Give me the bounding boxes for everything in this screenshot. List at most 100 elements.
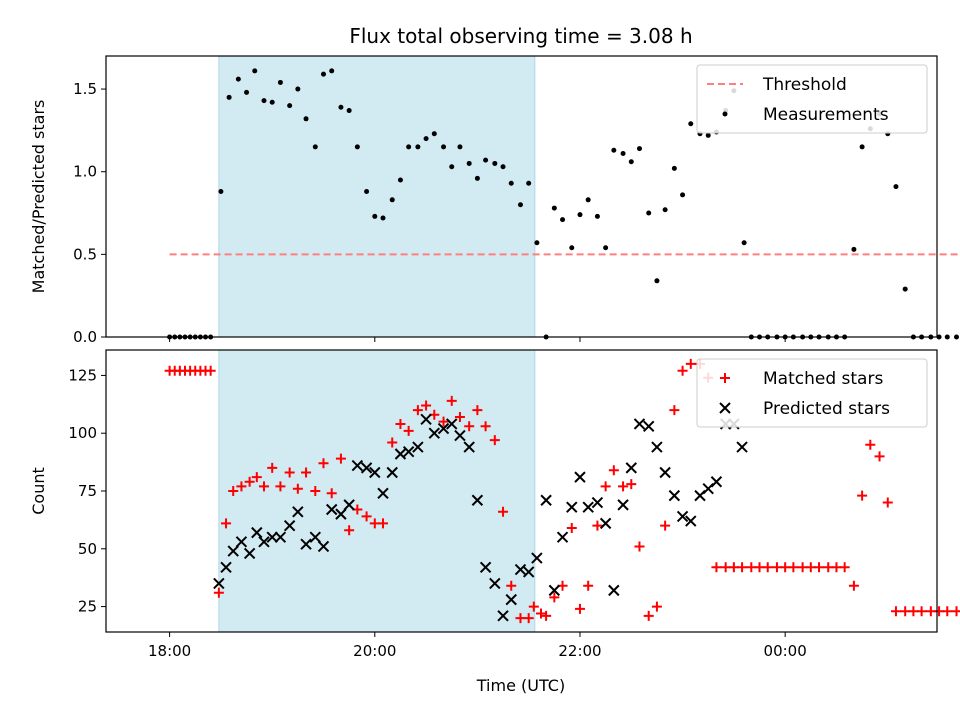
legend: Matched stars Predicted stars xyxy=(696,358,928,428)
legend-label: Predicted stars xyxy=(763,399,890,419)
legend-entry: Threshold xyxy=(707,75,847,95)
data-point xyxy=(508,180,514,186)
data-point xyxy=(680,192,686,198)
data-point xyxy=(566,522,577,533)
series-predicted-stars xyxy=(213,413,748,622)
data-point xyxy=(378,518,388,529)
data-point xyxy=(916,606,927,617)
data-point xyxy=(351,459,364,472)
data-point xyxy=(251,526,263,539)
data-point xyxy=(335,508,347,520)
data-point xyxy=(498,506,509,517)
data-point xyxy=(277,79,283,85)
data-point xyxy=(244,89,250,95)
data-point xyxy=(591,496,604,509)
data-point xyxy=(736,441,748,453)
data-point xyxy=(626,479,637,490)
data-point xyxy=(560,217,566,223)
data-point xyxy=(685,358,696,369)
data-point xyxy=(235,536,248,548)
y-tick-label: 1.5 xyxy=(73,80,97,98)
data-point xyxy=(551,205,557,211)
data-point xyxy=(449,164,455,170)
observing-span xyxy=(218,55,536,338)
data-point xyxy=(377,487,389,500)
data-point xyxy=(226,94,232,100)
count-panel: 25507510012518:0020:0022:0000:0002:0004:… xyxy=(29,349,960,660)
data-point xyxy=(676,510,689,523)
data-point xyxy=(646,210,652,216)
data-point xyxy=(301,467,312,478)
data-point xyxy=(310,486,321,496)
data-point xyxy=(284,467,295,478)
data-point xyxy=(205,365,216,376)
data-point xyxy=(882,497,893,508)
data-point xyxy=(685,515,697,527)
data-point xyxy=(705,132,711,138)
data-point xyxy=(839,562,850,573)
data-point xyxy=(213,577,225,590)
data-point xyxy=(227,545,239,557)
data-point xyxy=(608,584,620,597)
data-point xyxy=(577,212,583,218)
data-point xyxy=(228,486,239,496)
data-point xyxy=(523,613,534,624)
data-point xyxy=(492,160,498,166)
data-point xyxy=(258,481,269,492)
data-point xyxy=(548,584,561,597)
data-point xyxy=(329,68,335,74)
data-point xyxy=(944,334,950,340)
data-point xyxy=(556,531,569,543)
data-point xyxy=(343,499,355,511)
data-point xyxy=(480,421,491,432)
data-point xyxy=(534,240,540,246)
data-point xyxy=(235,76,241,82)
data-point xyxy=(402,445,415,458)
y-tick-label: 100 xyxy=(68,424,97,442)
data-point xyxy=(618,481,629,492)
data-point xyxy=(466,160,472,166)
data-point xyxy=(326,488,337,499)
data-point xyxy=(464,421,475,432)
data-point xyxy=(893,184,899,190)
data-point xyxy=(517,202,523,208)
data-point xyxy=(472,405,483,416)
data-point xyxy=(662,207,668,213)
data-point xyxy=(303,116,309,122)
data-point xyxy=(474,175,480,181)
data-point xyxy=(643,420,655,432)
data-point xyxy=(454,412,465,423)
series-matched-stars xyxy=(164,358,960,624)
plot-frame xyxy=(105,55,938,338)
legend-entry: Matched stars xyxy=(720,369,883,389)
data-point xyxy=(431,131,437,137)
y-axis-label: Count xyxy=(29,467,48,515)
data-point xyxy=(583,580,594,591)
data-point xyxy=(274,531,287,543)
data-point xyxy=(251,472,262,483)
data-point xyxy=(594,213,600,219)
data-point xyxy=(369,466,381,479)
data-point xyxy=(252,68,258,74)
data-point xyxy=(540,494,552,506)
data-point xyxy=(611,147,617,153)
data-point xyxy=(412,441,424,453)
data-point xyxy=(386,466,398,479)
data-point xyxy=(710,476,723,488)
data-point xyxy=(364,189,370,195)
legend-box xyxy=(696,358,928,428)
data-point xyxy=(569,245,575,251)
y-axis-label: Matched/Predicted stars xyxy=(29,100,48,294)
data-point xyxy=(874,451,885,462)
data-point xyxy=(244,476,255,487)
data-point xyxy=(582,501,594,513)
data-point xyxy=(902,286,908,292)
data-point xyxy=(394,448,407,460)
data-point xyxy=(295,86,301,92)
data-point xyxy=(344,525,355,536)
data-point xyxy=(688,121,694,127)
data-point xyxy=(266,531,278,543)
data-point xyxy=(617,499,629,511)
legend-swatch xyxy=(722,111,728,117)
legend-label: Matched stars xyxy=(763,369,883,389)
